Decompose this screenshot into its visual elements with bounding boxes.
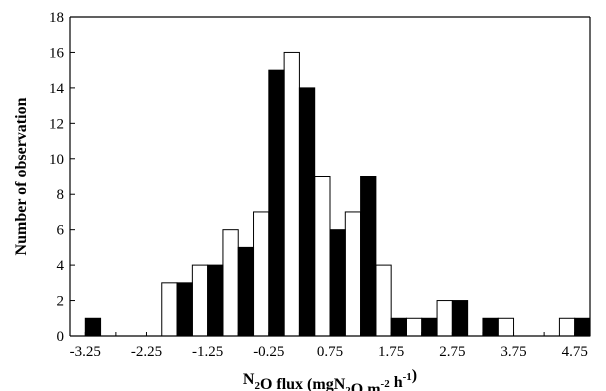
bar-series-1-bin-9 bbox=[344, 211, 362, 337]
x-tick-label: -2.25 bbox=[131, 344, 162, 360]
y-tick-label: 0 bbox=[57, 329, 65, 345]
bar-series-2-bin-11 bbox=[421, 317, 438, 337]
axes-layer bbox=[69, 16, 591, 337]
bar-series-2-bin-13 bbox=[482, 317, 499, 337]
bar-series-2-bin-5 bbox=[237, 246, 255, 337]
y-tick-label: 12 bbox=[49, 116, 64, 132]
y-tick-label: 4 bbox=[57, 258, 65, 274]
x-axis-title: N2O flux (mgN2O m-2 h-1) bbox=[243, 367, 417, 391]
x-axis-title-part: -1 bbox=[403, 371, 412, 383]
bar-series-1-bin-12 bbox=[436, 300, 453, 337]
bar-series-2-bin-9 bbox=[360, 176, 377, 337]
bar-series-2-bin-6 bbox=[268, 69, 285, 337]
bar-series-2-bin-7 bbox=[298, 87, 316, 337]
x-axis-title-part: N bbox=[243, 371, 255, 388]
bar-series-2-bin-16 bbox=[574, 317, 591, 337]
bar-series-1-bin-16 bbox=[558, 317, 576, 337]
x-axis-title-part: 2 bbox=[345, 385, 351, 391]
x-tick-label: 3.75 bbox=[500, 344, 526, 360]
x-axis-title-part: ) bbox=[412, 367, 417, 384]
x-tick-label: -1.25 bbox=[192, 344, 223, 360]
y-tick-label: 8 bbox=[57, 187, 65, 203]
x-axis-title-part: -2 bbox=[381, 378, 391, 390]
bar-series-1-bin-8 bbox=[314, 176, 331, 337]
x-axis-title-part: O m bbox=[351, 381, 381, 391]
y-axis-ticks: 0 2 4 6 8 10 12 14 16 18 bbox=[49, 10, 75, 345]
x-tick-label: 1.75 bbox=[378, 344, 404, 360]
bar-series-2-bin-10 bbox=[390, 317, 407, 337]
bar-series-1-bin-4 bbox=[191, 264, 209, 337]
x-axis-title-part: h bbox=[390, 374, 403, 391]
x-tick-label: -3.25 bbox=[70, 344, 101, 360]
bar-series-1-bin-7 bbox=[283, 51, 300, 337]
x-axis-ticks: -3.25 -2.25 -1.25 -0.25 0.75 1.75 2.75 3.75 4.75 bbox=[70, 332, 588, 360]
bar-series-2-bin-4 bbox=[207, 264, 224, 337]
x-tick-label: 2.75 bbox=[439, 344, 465, 360]
bar-series-2-bin-12 bbox=[451, 300, 469, 337]
bar-series-2-bin-8 bbox=[329, 229, 346, 337]
x-axis-title-part: O flux (mgN bbox=[260, 376, 346, 391]
bar-series-1-bin-5 bbox=[222, 229, 239, 337]
x-axis-title-part: 2 bbox=[254, 380, 260, 391]
y-tick-label: 18 bbox=[49, 10, 64, 26]
bars-layer bbox=[84, 51, 591, 337]
x-tick-label: 0.75 bbox=[317, 344, 343, 360]
bar-series-2-bin-3 bbox=[176, 282, 193, 337]
y-tick-label: 2 bbox=[57, 294, 65, 310]
y-tick-label: 6 bbox=[57, 223, 65, 239]
bar-series-1-bin-10 bbox=[375, 264, 392, 337]
bar-series-1-bin-6 bbox=[253, 211, 270, 337]
bar-series-1-bin-3 bbox=[161, 282, 178, 337]
y-tick-label: 14 bbox=[49, 81, 65, 97]
bar-series-1-bin-11 bbox=[405, 317, 423, 337]
y-axis-title: Number of observation bbox=[13, 97, 30, 255]
x-tick-label: 4.75 bbox=[562, 344, 588, 360]
y-tick-label: 16 bbox=[49, 45, 65, 61]
bar-series-2-bin-0 bbox=[84, 317, 102, 337]
bar-series-1-bin-14 bbox=[497, 317, 515, 337]
x-tick-label: -0.25 bbox=[253, 344, 284, 360]
y-tick-label: 10 bbox=[49, 152, 64, 168]
